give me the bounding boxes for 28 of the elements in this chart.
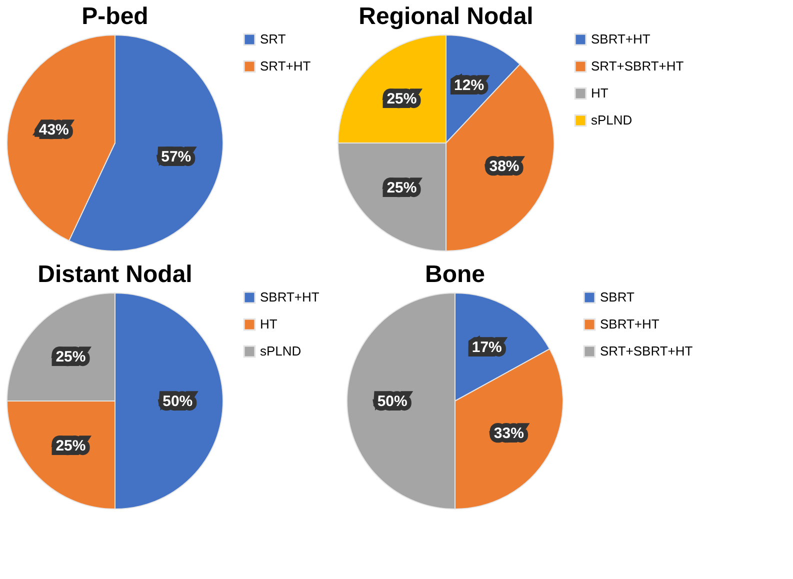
data-label: 43% — [38, 121, 69, 138]
chart-title: Bone — [425, 261, 485, 288]
data-label: 50% — [162, 393, 193, 410]
legend-label: sPLND — [260, 344, 302, 358]
data-label: 33% — [494, 424, 524, 442]
chart-title: Distant Nodal — [38, 261, 192, 288]
legend-label: SRT — [260, 32, 286, 46]
data-label: 50% — [377, 393, 408, 410]
legend-label: sPLND — [591, 112, 632, 128]
data-label: 12% — [454, 76, 484, 94]
legend-label: SBRT — [600, 290, 634, 304]
legend-label: SRT+SBRT+HT — [591, 58, 684, 74]
legend-label: HT — [260, 316, 278, 332]
data-label: 17% — [472, 339, 502, 356]
data-label: 25% — [56, 348, 86, 366]
data-label: 25% — [386, 179, 417, 196]
data-label: 57% — [161, 148, 192, 166]
legend-label: SRT+HT — [260, 58, 311, 74]
legend-label: SBRT+HT — [600, 316, 660, 332]
legend-label: HT — [591, 86, 608, 100]
data-label: 38% — [489, 158, 520, 176]
legend-label: SBRT+HT — [591, 32, 650, 46]
chart-title: P-bed — [82, 3, 148, 30]
legend-label: SRT+SBRT+HT — [600, 344, 693, 358]
data-label: 25% — [386, 90, 417, 108]
chart-title: Regional Nodal — [358, 3, 534, 30]
legend-label: SBRT+HT — [260, 290, 320, 304]
data-label: 25% — [56, 437, 86, 454]
